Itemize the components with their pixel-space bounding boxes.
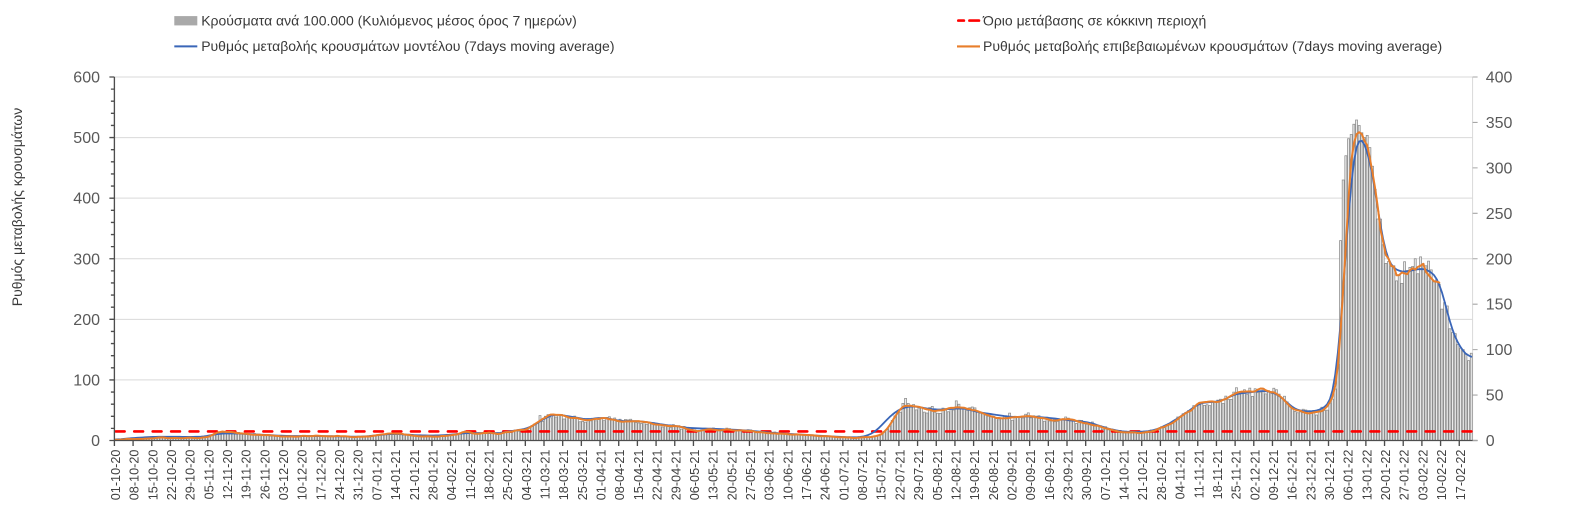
svg-text:14-10-21: 14-10-21 <box>1118 450 1132 501</box>
svg-text:08-07-21: 08-07-21 <box>856 450 870 501</box>
svg-text:17-02-22: 17-02-22 <box>1454 450 1468 501</box>
svg-text:08-04-21: 08-04-21 <box>613 450 627 501</box>
svg-text:05-08-21: 05-08-21 <box>931 450 945 501</box>
svg-text:28-10-21: 28-10-21 <box>1155 450 1169 501</box>
svg-text:31-12-20: 31-12-20 <box>352 450 366 501</box>
svg-text:15-10-20: 15-10-20 <box>146 450 160 501</box>
svg-text:500: 500 <box>73 130 100 147</box>
svg-text:21-01-21: 21-01-21 <box>408 450 422 501</box>
svg-text:12-08-21: 12-08-21 <box>949 450 963 501</box>
svg-text:18-03-21: 18-03-21 <box>557 450 571 501</box>
svg-text:50: 50 <box>1486 388 1504 405</box>
svg-text:07-01-21: 07-01-21 <box>370 450 384 501</box>
svg-text:400: 400 <box>1486 70 1513 87</box>
svg-text:11-11-21: 11-11-21 <box>1192 450 1206 499</box>
svg-text:10-06-21: 10-06-21 <box>781 450 795 501</box>
svg-text:300: 300 <box>1486 160 1513 177</box>
svg-text:16-09-21: 16-09-21 <box>1043 450 1057 501</box>
svg-text:03-06-21: 03-06-21 <box>763 450 777 501</box>
svg-text:Ρυθμός μεταβολής επιβεβαιωμένω: Ρυθμός μεταβολής επιβεβαιωμένων κρουσμάτ… <box>983 38 1442 54</box>
svg-text:14-01-21: 14-01-21 <box>389 450 403 501</box>
svg-text:24-06-21: 24-06-21 <box>819 450 833 501</box>
svg-text:28-01-21: 28-01-21 <box>426 450 440 501</box>
svg-text:30-09-21: 30-09-21 <box>1080 450 1094 501</box>
svg-text:04-03-21: 04-03-21 <box>520 450 534 501</box>
svg-text:27-01-22: 27-01-22 <box>1398 450 1412 501</box>
svg-text:05-11-20: 05-11-20 <box>202 450 216 500</box>
svg-text:10-12-20: 10-12-20 <box>296 450 310 501</box>
svg-text:10-02-22: 10-02-22 <box>1435 450 1449 501</box>
svg-text:03-02-22: 03-02-22 <box>1416 450 1430 501</box>
svg-text:22-04-21: 22-04-21 <box>651 450 665 501</box>
svg-text:29-04-21: 29-04-21 <box>669 450 683 501</box>
svg-text:29-10-20: 29-10-20 <box>184 450 198 501</box>
svg-text:Κρούσματα ανά 100.000 (Κυλιόμε: Κρούσματα ανά 100.000 (Κυλιόμενος μέσος … <box>201 13 577 29</box>
svg-text:25-11-21: 25-11-21 <box>1230 450 1244 500</box>
svg-text:06-05-21: 06-05-21 <box>688 450 702 501</box>
svg-text:25-03-21: 25-03-21 <box>576 450 590 501</box>
svg-text:200: 200 <box>1486 251 1513 268</box>
svg-text:17-06-21: 17-06-21 <box>800 450 814 501</box>
svg-text:22-07-21: 22-07-21 <box>893 450 907 501</box>
svg-text:19-11-20: 19-11-20 <box>240 450 254 500</box>
svg-text:22-10-20: 22-10-20 <box>165 450 179 501</box>
svg-text:Ρυθμός μεταβολής κρουσμάτων: Ρυθμός μεταβολής κρουσμάτων <box>9 108 25 306</box>
svg-text:09-12-21: 09-12-21 <box>1267 450 1281 501</box>
svg-text:Ρυθμός μεταβολής κρουσμάτων μο: Ρυθμός μεταβολής κρουσμάτων μοντέλου (7d… <box>201 38 614 54</box>
svg-text:150: 150 <box>1486 297 1513 314</box>
svg-text:200: 200 <box>73 312 100 329</box>
svg-text:25-02-21: 25-02-21 <box>501 450 515 501</box>
svg-text:Όριο μετάβασης σε κόκκινη περι: Όριο μετάβασης σε κόκκινη περιοχή <box>982 13 1206 29</box>
svg-text:23-09-21: 23-09-21 <box>1062 450 1076 501</box>
svg-text:29-07-21: 29-07-21 <box>912 450 926 501</box>
svg-text:11-03-21: 11-03-21 <box>539 450 553 500</box>
svg-text:16-12-21: 16-12-21 <box>1286 450 1300 501</box>
svg-text:15-04-21: 15-04-21 <box>632 450 646 501</box>
svg-text:600: 600 <box>73 70 100 87</box>
svg-text:02-09-21: 02-09-21 <box>1005 450 1019 501</box>
svg-text:20-01-22: 20-01-22 <box>1379 450 1393 501</box>
svg-text:01-07-21: 01-07-21 <box>837 450 851 501</box>
svg-text:100: 100 <box>73 372 100 389</box>
svg-text:01-04-21: 01-04-21 <box>595 450 609 501</box>
svg-text:350: 350 <box>1486 115 1513 132</box>
svg-text:12-11-20: 12-11-20 <box>221 450 235 500</box>
svg-text:30-12-21: 30-12-21 <box>1323 450 1337 501</box>
svg-text:27-05-21: 27-05-21 <box>744 450 758 501</box>
svg-text:300: 300 <box>73 251 100 268</box>
svg-text:23-12-21: 23-12-21 <box>1304 450 1318 501</box>
svg-text:01-10-20: 01-10-20 <box>109 450 123 501</box>
svg-text:09-09-21: 09-09-21 <box>1024 450 1038 501</box>
svg-text:250: 250 <box>1486 206 1513 223</box>
svg-text:0: 0 <box>91 433 100 450</box>
svg-text:04-11-21: 04-11-21 <box>1174 450 1188 500</box>
svg-text:13-01-22: 13-01-22 <box>1360 450 1374 501</box>
svg-text:08-10-20: 08-10-20 <box>128 450 142 501</box>
svg-text:18-02-21: 18-02-21 <box>482 450 496 501</box>
svg-text:24-12-20: 24-12-20 <box>333 450 347 501</box>
svg-text:400: 400 <box>73 191 100 208</box>
svg-text:15-07-21: 15-07-21 <box>875 450 889 501</box>
svg-text:100: 100 <box>1486 342 1513 359</box>
svg-text:03-12-20: 03-12-20 <box>277 450 291 501</box>
svg-text:02-12-21: 02-12-21 <box>1248 450 1262 501</box>
svg-text:26-11-20: 26-11-20 <box>258 450 272 500</box>
svg-text:06-01-22: 06-01-22 <box>1342 450 1356 501</box>
svg-text:0: 0 <box>1486 433 1495 450</box>
svg-text:18-11-21: 18-11-21 <box>1211 450 1225 500</box>
svg-text:13-05-21: 13-05-21 <box>707 450 721 501</box>
svg-text:07-10-21: 07-10-21 <box>1099 450 1113 501</box>
svg-text:04-02-21: 04-02-21 <box>445 450 459 501</box>
svg-text:20-05-21: 20-05-21 <box>725 450 739 501</box>
svg-text:11-02-21: 11-02-21 <box>464 450 478 500</box>
svg-text:17-12-20: 17-12-20 <box>314 450 328 501</box>
svg-text:21-10-21: 21-10-21 <box>1136 450 1150 501</box>
svg-text:19-08-21: 19-08-21 <box>968 450 982 501</box>
svg-text:26-08-21: 26-08-21 <box>987 450 1001 501</box>
